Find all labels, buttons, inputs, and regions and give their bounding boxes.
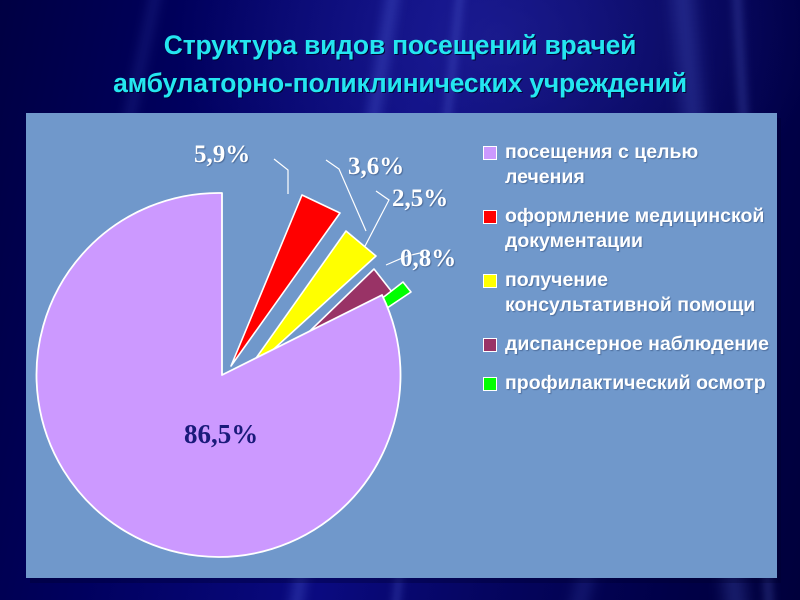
legend-swatch-yellow-icon [483, 274, 497, 288]
legend-item-preventive[interactable]: профилактический осмотр [483, 371, 773, 396]
pie-label-purple: 86,5% [184, 419, 259, 449]
legend-swatch-green-icon [483, 377, 497, 391]
legend-label-dispensary: диспансерное наблюдение [505, 333, 769, 355]
pie-chart-svg [35, 158, 421, 558]
leader-lines [273, 158, 421, 274]
slide-title-line-2: амбулаторно-поликлинических учреждений [113, 68, 687, 98]
pie-slice-red [230, 194, 341, 367]
pie-slice-purple [35, 192, 402, 558]
legend-label-preventive: профилактический осмотр [505, 372, 766, 394]
leader-line-yellow [325, 159, 367, 232]
chart-legend: посещения с целью лечения оформление мед… [483, 140, 773, 410]
legend-item-dispensary[interactable]: диспансерное наблюдение [483, 332, 773, 357]
slide-title-line-1: Структура видов посещений врачей [163, 30, 637, 60]
leader-line-green [385, 252, 421, 266]
pie-label-green: 0,8% [400, 245, 457, 272]
legend-item-documentation[interactable]: оформление медицинской документации [483, 204, 773, 254]
legend-swatch-maroon-icon [483, 338, 497, 352]
pie-chart: 5,9% 3,6% 2,5% 0,8% 86,5% [26, 113, 777, 578]
legend-swatch-red-icon [483, 210, 497, 224]
leader-line-red [273, 158, 289, 194]
pie-label-red: 5,9% [194, 141, 251, 168]
legend-item-consultation[interactable]: получение консультативной помощи [483, 268, 773, 318]
legend-swatch-purple-icon [483, 146, 497, 160]
pie-slice-yellow [241, 230, 377, 379]
legend-label-documentation: оформление медицинской документации [505, 205, 765, 252]
pie-label-maroon: 2,5% [392, 185, 449, 212]
legend-label-treatment: посещения с целью лечения [505, 141, 699, 188]
slide-title: Структура видов посещений врачей амбулат… [0, 26, 800, 102]
legend-label-consultation: получение консультативной помощи [505, 269, 756, 316]
legend-item-treatment[interactable]: посещения с целью лечения [483, 140, 773, 190]
chart-panel: 5,9% 3,6% 2,5% 0,8% 86,5% посещения с це… [26, 113, 777, 578]
pie-label-yellow: 3,6% [348, 153, 405, 180]
